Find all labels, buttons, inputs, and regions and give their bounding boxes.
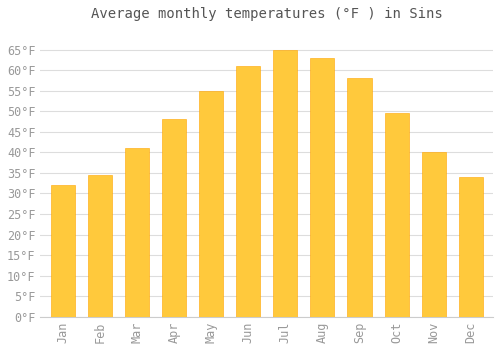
Bar (88, 175, 112, 317)
Bar (458, 177, 483, 317)
Bar (162, 119, 186, 317)
Bar (422, 152, 446, 317)
Bar (236, 66, 260, 317)
Bar (310, 58, 334, 317)
Bar (199, 91, 223, 317)
Bar (124, 148, 149, 317)
Title: Average monthly temperatures (°F ) in Sins: Average monthly temperatures (°F ) in Si… (91, 7, 443, 21)
Bar (50, 185, 74, 317)
Bar (273, 50, 297, 317)
Bar (384, 113, 408, 317)
Bar (348, 78, 372, 317)
